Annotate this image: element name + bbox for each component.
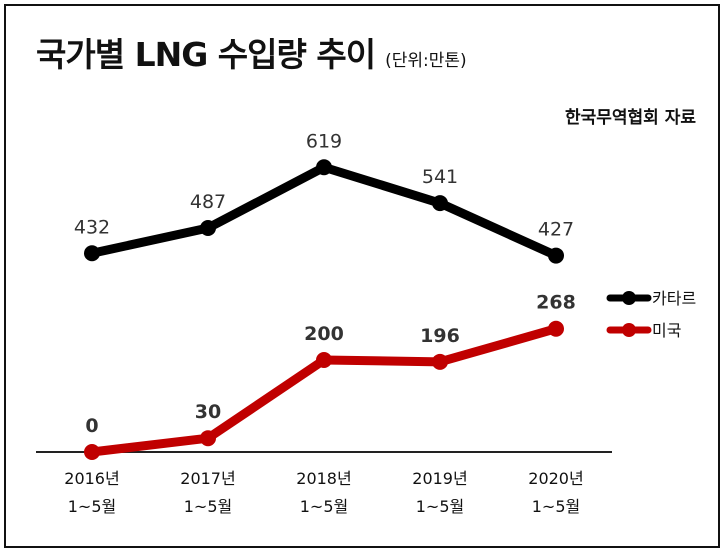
- series-line-qatar: [87, 162, 561, 261]
- data-label: 0: [85, 415, 98, 437]
- legend-swatch-marker: [622, 291, 636, 305]
- data-label: 196: [420, 325, 460, 347]
- data-label: 200: [304, 323, 344, 345]
- x-tick-label-year: 2019년: [412, 469, 467, 488]
- chart-title: 국가별 LNG 수입량 추이: [36, 35, 376, 74]
- title-row: 국가별 LNG 수입량 추이 (단위:만톤): [36, 28, 467, 76]
- data-label: 268: [536, 292, 576, 314]
- legend-swatch-marker: [622, 323, 636, 337]
- data-point: [84, 245, 100, 262]
- data-label: 541: [422, 166, 458, 188]
- data-point: [432, 353, 448, 370]
- series-line-usa: [87, 324, 561, 457]
- data-point: [200, 219, 216, 236]
- data-point: [316, 352, 332, 368]
- x-tick-label-year: 2020년: [528, 469, 583, 488]
- data-label: 427: [538, 219, 574, 241]
- x-tick-label-year: 2016년: [64, 469, 119, 488]
- unit-label: (단위:만톤): [385, 51, 467, 71]
- data-point: [316, 159, 332, 176]
- x-tick-label-period: 1~5월: [416, 497, 465, 516]
- x-tick-label-year: 2018년: [296, 469, 351, 488]
- x-tick-label-period: 1~5월: [532, 497, 581, 516]
- x-tick-label-period: 1~5월: [184, 497, 233, 516]
- x-tick-label-period: 1~5월: [300, 497, 349, 516]
- x-tick-label-year: 2017년: [180, 469, 235, 488]
- data-point: [200, 430, 216, 447]
- data-label: 30: [195, 401, 221, 423]
- data-point: [432, 195, 448, 212]
- data-label: 619: [306, 130, 342, 152]
- data-label: 487: [190, 191, 226, 213]
- x-tick-label-period: 1~5월: [68, 497, 117, 516]
- data-point: [84, 444, 100, 460]
- legend-label: 미국: [652, 321, 681, 340]
- chart-frame: [4, 4, 720, 548]
- legend-label: 카타르: [652, 289, 696, 308]
- data-label: 432: [74, 216, 110, 238]
- data-point: [548, 247, 564, 264]
- data-point: [548, 320, 564, 337]
- source-note: 한국무역협회 자료: [564, 108, 696, 128]
